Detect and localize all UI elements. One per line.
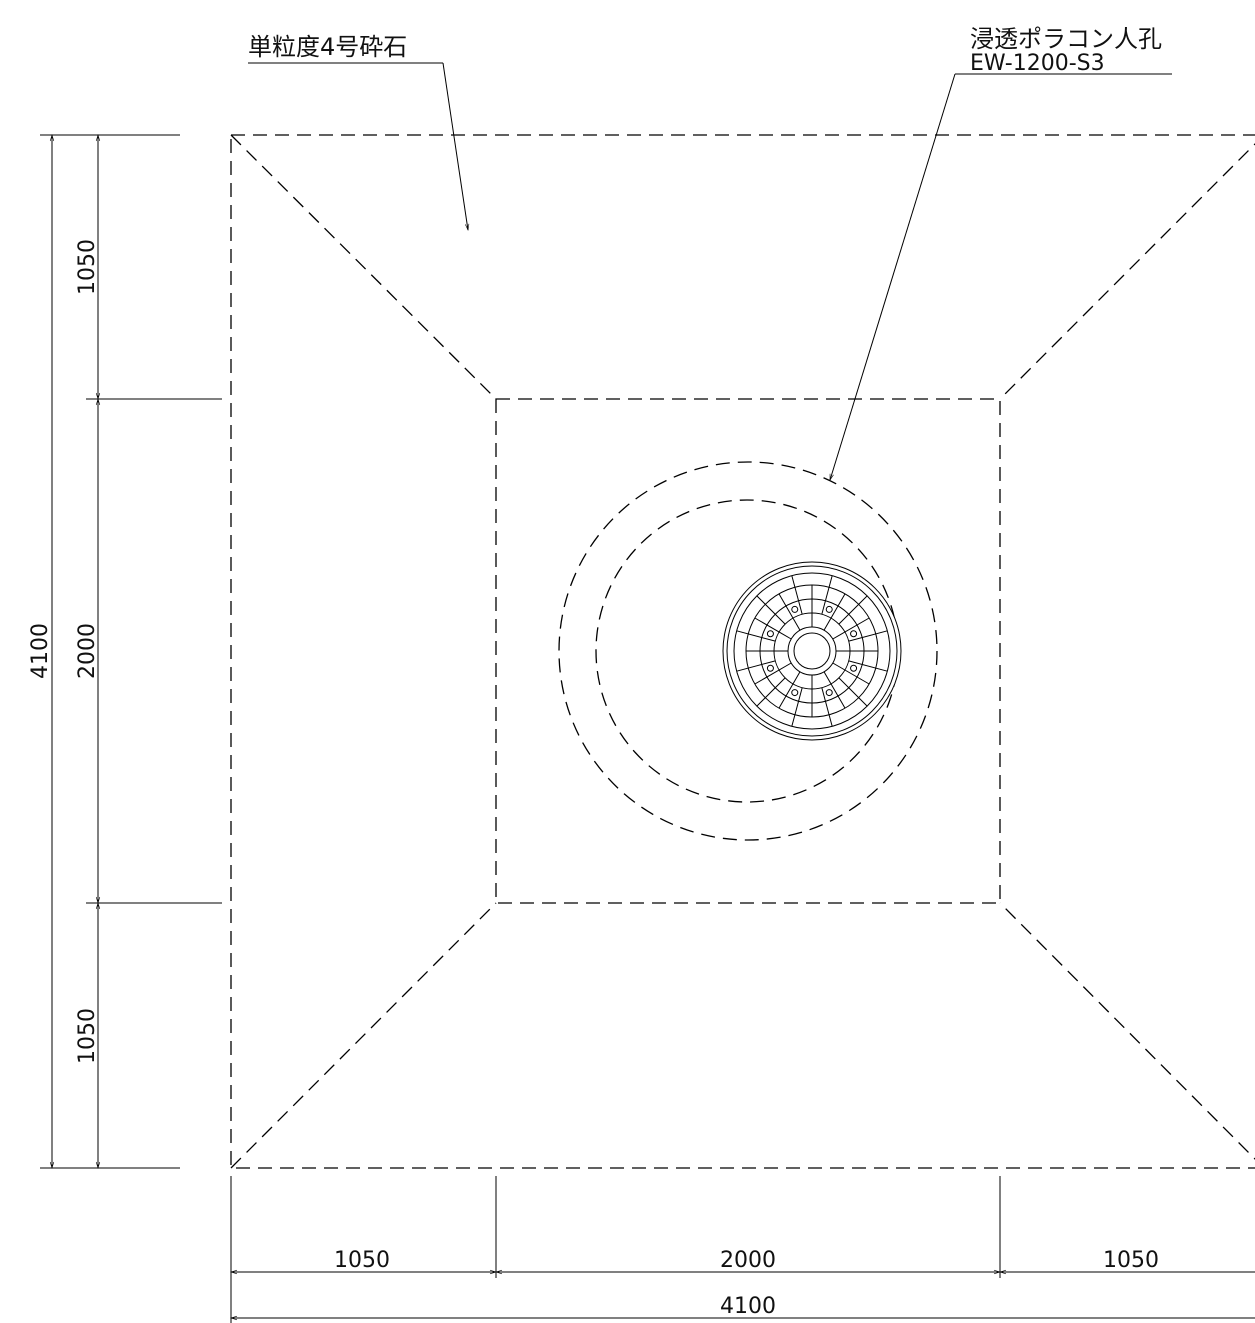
- cover-bolt: [791, 689, 799, 697]
- cover-rib: [823, 671, 846, 709]
- cover-rib: [778, 671, 801, 709]
- cover-rib: [838, 595, 868, 625]
- gravel-outline: [230, 134, 1255, 1169]
- cover-rib: [778, 593, 801, 631]
- manhole-name: 浸透ポラコン人孔: [970, 25, 1162, 53]
- cover-rib: [754, 662, 792, 685]
- dim-label: 2000: [720, 1248, 776, 1273]
- vertical-dimensions: [40, 133, 222, 1170]
- dim-label: 1050: [75, 239, 100, 295]
- horizontal-dimensions: [229, 1176, 1255, 1323]
- dim-label: 1050: [1103, 1248, 1159, 1273]
- cover-rib: [823, 593, 846, 631]
- cover-rib: [821, 687, 833, 727]
- cover-bolt: [766, 664, 774, 672]
- cover-rib: [832, 617, 870, 640]
- cover-rib: [756, 677, 786, 707]
- cover-bolt: [825, 605, 833, 613]
- dim-label: 2000: [75, 623, 100, 679]
- cover-bolt: [850, 630, 858, 638]
- manhole-model: EW-1200-S3: [970, 51, 1105, 76]
- cover-rib: [838, 677, 868, 707]
- cover-rib: [848, 630, 888, 642]
- manhole-cover: [722, 561, 902, 741]
- dim-label: 4100: [720, 1294, 776, 1319]
- cover-bolt: [766, 630, 774, 638]
- cover-rib: [754, 617, 792, 640]
- cover-rib: [756, 595, 786, 625]
- cover-rib: [736, 660, 776, 672]
- cover-rib: [848, 660, 888, 672]
- cover-rib: [791, 687, 803, 727]
- cover-rib: [832, 662, 870, 685]
- cover-bolt: [825, 689, 833, 697]
- dim-label: 1050: [75, 1008, 100, 1064]
- cover-rib: [736, 630, 776, 642]
- dim-label: 1050: [334, 1248, 390, 1273]
- gravel-label: 単粒度4号砕石: [248, 33, 407, 61]
- cover-rib: [821, 575, 833, 615]
- cover-rib: [791, 575, 803, 615]
- leaders: [248, 62, 1172, 481]
- cover-bolt: [791, 605, 799, 613]
- cover-bolt: [850, 664, 858, 672]
- dim-label: 4100: [28, 623, 53, 679]
